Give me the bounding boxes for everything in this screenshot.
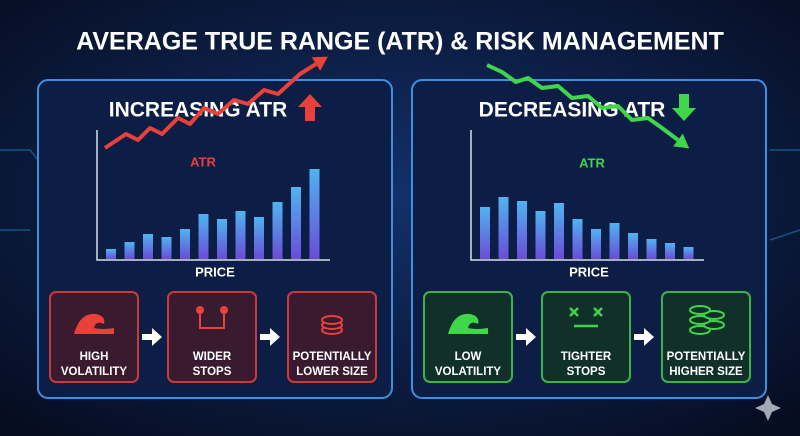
- bar: [498, 197, 509, 259]
- step-box: [167, 291, 257, 383]
- stop-dot: [196, 306, 204, 314]
- step-box: [49, 291, 139, 383]
- step-arrow: [260, 328, 280, 346]
- bar: [235, 211, 246, 259]
- bar: [198, 214, 209, 259]
- decor-lines: [0, 149, 800, 241]
- bar: [124, 242, 135, 259]
- panel: DECREASING ATRATRPRICELOWVOLATILITYTIGHT…: [411, 63, 767, 399]
- wave-icon: [448, 313, 488, 334]
- bar: [291, 187, 301, 259]
- coin-icon: [689, 315, 711, 325]
- panel: INCREASING ATR ATR PRICE HIGH VOLATILITY WIDE…: [37, 56, 393, 399]
- bar: [480, 207, 490, 259]
- step-box: [661, 291, 751, 383]
- step-box: [287, 291, 377, 383]
- bar: [217, 219, 227, 259]
- bar: [646, 239, 657, 259]
- step-label: POTENTIALLY: [667, 351, 746, 363]
- bar: [628, 233, 638, 259]
- chart-axes: [470, 130, 704, 261]
- step-label: LOW: [455, 351, 482, 363]
- chart-axes: [96, 130, 330, 261]
- step-arrow: [634, 328, 654, 346]
- step-box: [423, 291, 513, 383]
- step-label: STOPS: [567, 366, 606, 378]
- bar: [517, 201, 527, 259]
- bar: [535, 211, 546, 259]
- line-label: ATR: [190, 154, 216, 169]
- page-title: AVERAGE TRUE RANGE (ATR) & RISK MANAGEME…: [76, 28, 724, 56]
- axis-label: PRICE: [569, 264, 609, 279]
- bar: [309, 169, 320, 259]
- trend-arrow-icon: [672, 94, 696, 121]
- bar: [254, 217, 264, 259]
- step-arrow: [516, 328, 536, 346]
- step-label: WIDER: [193, 351, 232, 363]
- bar: [683, 247, 694, 259]
- coin-icon: [689, 325, 711, 335]
- trend-arrow-icon: [298, 94, 322, 121]
- step-label: HIGHER SIZE: [669, 366, 743, 378]
- coin-icon: [703, 310, 725, 320]
- step-label: HIGH: [80, 351, 109, 363]
- step-label: VOLATILITY: [435, 366, 502, 378]
- atr-line: [486, 63, 680, 142]
- bar: [161, 237, 172, 259]
- line-label: ATR: [579, 155, 605, 170]
- wave-icon: [74, 313, 114, 334]
- stop-icon: [199, 312, 225, 329]
- atr-line: [103, 62, 318, 150]
- axis-label: PRICE: [195, 264, 235, 279]
- coin-icon: [321, 315, 343, 325]
- bar: [665, 243, 675, 259]
- step-label: LOWER SIZE: [296, 366, 368, 378]
- sparkle-icon: [755, 395, 781, 421]
- bar: [272, 202, 283, 259]
- step-label: POTENTIALLY: [293, 351, 372, 363]
- step-label: STOPS: [193, 366, 232, 378]
- bar: [609, 223, 620, 259]
- coin-icon: [689, 305, 711, 315]
- atr-arrowhead: [673, 133, 690, 149]
- step-box: [541, 291, 631, 383]
- step-label: TIGHTER: [561, 351, 612, 363]
- coin-icon: [703, 320, 725, 330]
- bar: [143, 234, 153, 259]
- bar: [572, 219, 583, 259]
- step-label: VOLATILITY: [61, 366, 128, 378]
- bar: [554, 203, 564, 259]
- step-arrow: [142, 328, 162, 346]
- stop-icon: [569, 307, 603, 328]
- bar: [180, 229, 190, 259]
- panel-heading: INCREASING ATR: [109, 99, 288, 122]
- bar: [106, 249, 116, 259]
- stop-dot: [220, 306, 228, 314]
- atr-arrowhead: [311, 56, 328, 71]
- bar: [591, 229, 601, 259]
